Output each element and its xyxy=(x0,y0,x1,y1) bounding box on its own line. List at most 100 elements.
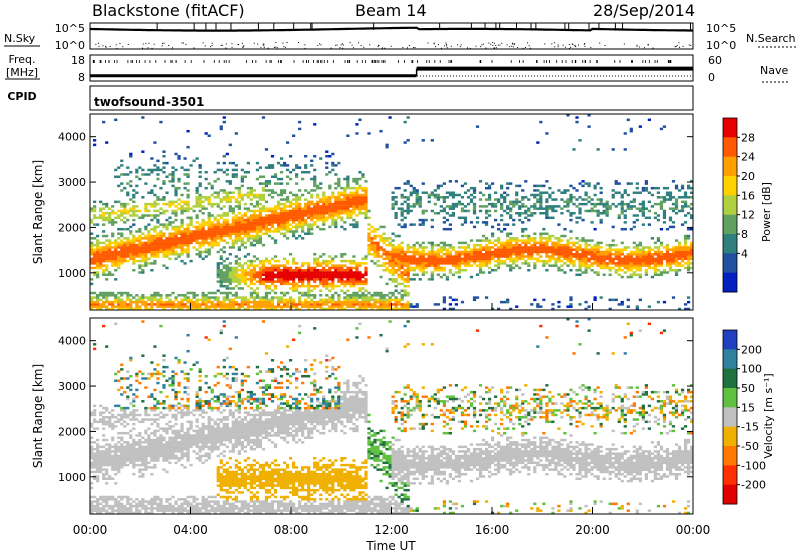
power-cell xyxy=(102,218,106,222)
power-cell xyxy=(282,207,287,210)
power-cell xyxy=(394,216,398,220)
power-cell xyxy=(328,305,332,308)
power-cell xyxy=(617,202,621,206)
power-cell xyxy=(328,282,332,286)
power-cell xyxy=(96,243,100,247)
power-cell xyxy=(376,255,380,258)
noise-search-point xyxy=(263,46,265,48)
power-cell xyxy=(132,246,136,249)
power-cell xyxy=(319,157,323,160)
power-cell xyxy=(261,300,266,304)
power-cell xyxy=(156,239,160,242)
power-cell xyxy=(509,207,513,210)
power-cell xyxy=(421,182,425,185)
power-cell xyxy=(204,300,208,304)
power-cell xyxy=(406,212,410,215)
power-cell xyxy=(629,207,633,210)
power-cell xyxy=(210,241,214,245)
power-cell xyxy=(144,296,148,299)
power-cell xyxy=(231,303,235,306)
power-cell xyxy=(430,259,434,263)
power-cell xyxy=(394,298,398,302)
power-cell xyxy=(234,205,238,208)
power-cell xyxy=(156,234,160,238)
power-cell xyxy=(349,259,353,263)
power-cell xyxy=(382,303,386,306)
power-cell xyxy=(162,250,166,254)
power-cell xyxy=(144,214,148,217)
power-cell xyxy=(147,250,151,254)
power-cell xyxy=(198,307,202,311)
power-cell xyxy=(117,200,121,204)
power-cell xyxy=(150,253,154,256)
power-cell xyxy=(358,193,362,197)
power-cell xyxy=(282,268,287,272)
power-cell xyxy=(466,264,471,267)
power-cell xyxy=(379,264,383,267)
power-cell xyxy=(608,268,612,272)
power-cell xyxy=(451,248,456,251)
power-cell xyxy=(240,168,244,172)
power-cell xyxy=(180,246,184,249)
power-cell xyxy=(144,303,148,306)
power-cell xyxy=(285,216,290,220)
power-cell xyxy=(337,184,341,188)
power-cell xyxy=(222,120,226,124)
power-cell xyxy=(150,243,154,247)
power-cell xyxy=(310,268,314,272)
power-cell xyxy=(460,223,465,226)
power-cell xyxy=(605,243,609,247)
power-cell xyxy=(216,202,220,206)
power-cell xyxy=(186,250,190,254)
power-cell xyxy=(255,209,260,213)
power-cell xyxy=(210,227,214,231)
power-cell xyxy=(216,300,220,304)
power-cell xyxy=(394,234,398,238)
power-cell xyxy=(285,266,290,270)
power-cell xyxy=(246,234,250,238)
power-cell xyxy=(228,275,232,279)
power-cell xyxy=(177,227,181,231)
power-cell xyxy=(515,243,519,247)
power-cell xyxy=(144,305,148,308)
power-cell xyxy=(234,262,238,265)
power-cell xyxy=(602,205,606,208)
power-cell xyxy=(231,218,235,222)
power-cell xyxy=(521,205,525,208)
power-cell xyxy=(656,268,661,272)
power-cell xyxy=(270,212,275,215)
power-cell xyxy=(331,284,335,288)
power-cell xyxy=(162,198,166,201)
power-cell xyxy=(340,212,344,215)
power-cell xyxy=(349,193,353,197)
power-cell xyxy=(298,271,302,274)
power-cell xyxy=(412,273,416,277)
power-cell xyxy=(93,139,97,142)
noise-search-point xyxy=(512,46,514,48)
power-cell xyxy=(174,303,178,306)
power-cell xyxy=(605,214,609,217)
power-cell xyxy=(361,202,365,206)
power-cell xyxy=(343,177,347,181)
power-cell xyxy=(533,266,537,270)
power-cell xyxy=(373,305,377,308)
power-cell xyxy=(135,253,139,256)
power-cell xyxy=(292,134,296,137)
power-cell xyxy=(397,282,401,286)
power-cell xyxy=(551,234,555,238)
power-cell xyxy=(475,273,480,277)
power-cell xyxy=(105,291,109,295)
power-cell xyxy=(614,250,618,254)
power-cell xyxy=(298,291,302,295)
power-cell xyxy=(183,209,187,213)
power-cell xyxy=(442,209,446,213)
power-cell xyxy=(120,248,124,251)
power-cell xyxy=(222,278,226,281)
power-cell xyxy=(240,177,244,181)
power-cell xyxy=(629,275,633,279)
noise-search-point xyxy=(304,44,306,46)
power-cell xyxy=(159,212,163,215)
power-cell xyxy=(177,202,181,206)
power-cell xyxy=(328,225,332,229)
power-cell xyxy=(349,216,353,220)
